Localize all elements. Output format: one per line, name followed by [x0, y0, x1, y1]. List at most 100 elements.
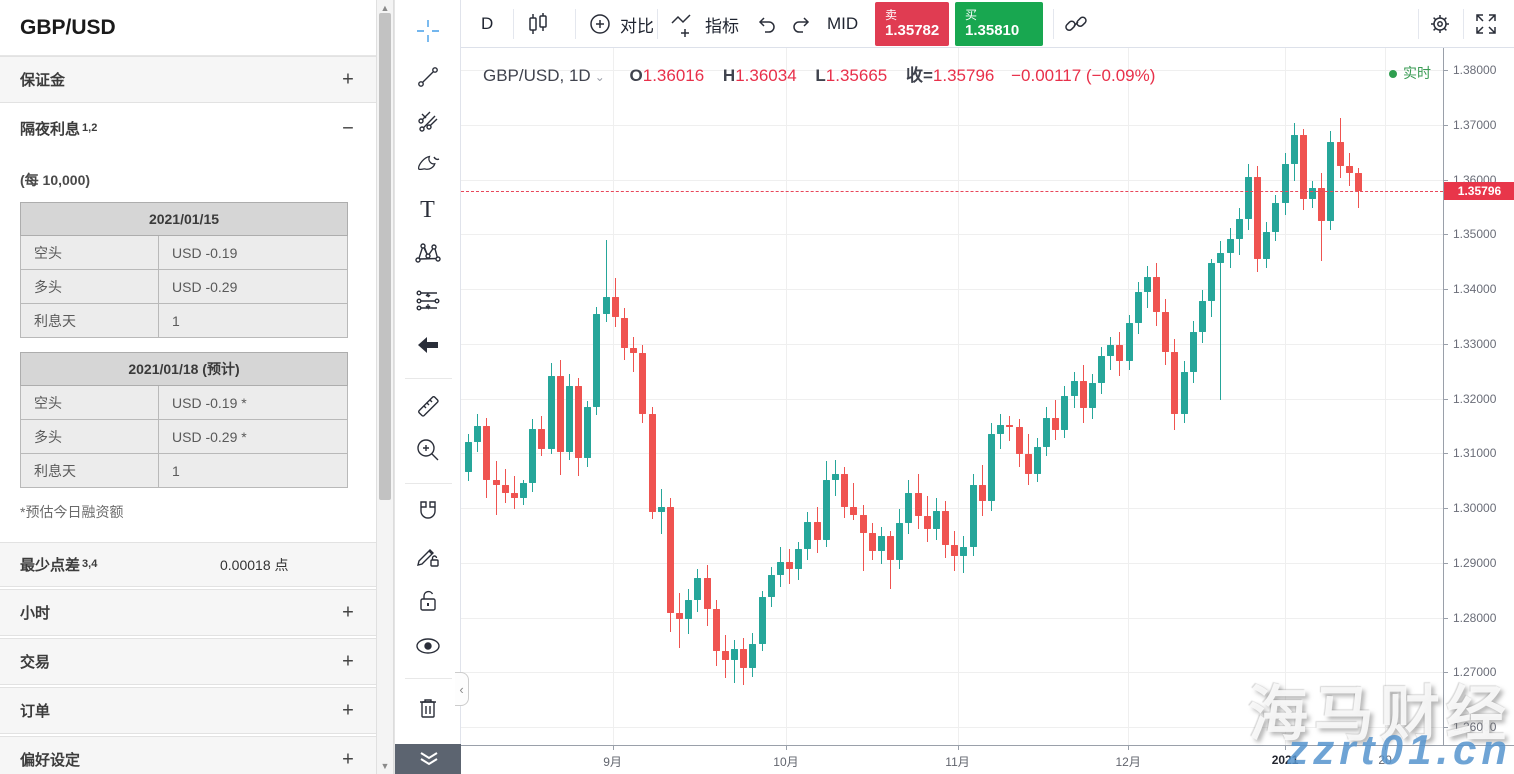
toolbar-divider [405, 678, 452, 679]
candle [1327, 142, 1335, 221]
magnet-icon[interactable] [409, 492, 447, 530]
candle [786, 561, 794, 570]
candle [776, 561, 784, 575]
axis-tick [1444, 726, 1448, 728]
candle [1345, 165, 1353, 173]
ruler-icon[interactable] [409, 387, 447, 425]
candle [1015, 426, 1023, 455]
section-margin[interactable]: 保证金 + [0, 56, 376, 103]
fullscreen-icon[interactable] [1473, 0, 1499, 48]
candle [1180, 372, 1188, 414]
compare-button[interactable]: 对比 [587, 0, 654, 48]
pitchfork-icon[interactable] [409, 102, 447, 140]
candle [712, 609, 720, 652]
scrollbar-thumb[interactable] [379, 13, 391, 500]
section-hours[interactable]: 小时 + [0, 589, 376, 636]
section-preferences[interactable]: 偏好设定 + [0, 736, 376, 774]
section-orders[interactable]: 订单 + [0, 687, 376, 734]
expand-margin-button[interactable]: + [342, 68, 354, 90]
text-icon[interactable]: T [420, 196, 435, 223]
time-axis-label: 11月 [945, 755, 970, 769]
symbol-menu[interactable]: GBP/USD, 1D [483, 66, 591, 85]
candle [1244, 176, 1252, 219]
link-icon[interactable] [1063, 0, 1089, 48]
hide-all-icon[interactable] [409, 627, 447, 665]
candle-wick [605, 239, 607, 322]
candle [556, 375, 564, 453]
undo-icon[interactable] [755, 0, 779, 48]
price-axis-label: 1.29000 [1453, 555, 1497, 570]
indicators-button[interactable]: 指标 [669, 0, 739, 48]
sidebar-scrollbar[interactable]: ▲ ▼ [376, 0, 394, 774]
expand-hours-button[interactable]: + [342, 601, 354, 623]
candle [997, 424, 1005, 435]
grid-line [461, 726, 1443, 728]
grid-line [461, 398, 1443, 400]
brush-icon[interactable] [409, 146, 447, 184]
candle [1107, 344, 1115, 356]
xabcd-pattern-icon[interactable] [409, 234, 447, 272]
interval-button[interactable]: D [481, 14, 494, 33]
arrow-mark-icon[interactable] [409, 326, 447, 364]
scroll-down-icon[interactable]: ▼ [380, 761, 390, 771]
grid-line [461, 70, 1443, 72]
candle [520, 483, 528, 499]
price-axis[interactable]: 1.38000 1.37000 1.36000 1.35000 1.34000 1.330… [1443, 48, 1514, 745]
candle [887, 536, 895, 560]
trend-line-icon[interactable] [409, 58, 447, 96]
collapse-overnight-button[interactable]: − [342, 117, 354, 139]
gear-icon[interactable] [1427, 0, 1453, 48]
more-tools-button[interactable] [395, 744, 462, 774]
candle [749, 643, 757, 668]
candle [813, 521, 821, 540]
price-axis-label: 1.32000 [1453, 391, 1497, 406]
drawing-lock-icon[interactable] [409, 537, 447, 575]
axis-tick [1385, 746, 1387, 750]
candle [1052, 417, 1060, 431]
zoom-in-icon[interactable] [409, 431, 447, 469]
collapse-panel-handle[interactable]: ‹ [455, 672, 469, 706]
sell-button[interactable]: 卖 1.35782 [875, 2, 949, 46]
axis-tick [1444, 124, 1448, 126]
price-axis-label: 1.34000 [1453, 282, 1497, 297]
candle [1098, 355, 1106, 384]
candle [1318, 187, 1326, 221]
section-overnight[interactable]: 隔夜利息 1,2 − [0, 105, 376, 152]
price-mode-button[interactable]: MID [827, 14, 859, 33]
price-axis-label: 1.27000 [1453, 665, 1497, 680]
table-row: 利息天 1 [20, 453, 348, 488]
candle [538, 428, 546, 449]
grid-line [461, 124, 1443, 126]
toolbar-divider [513, 9, 514, 39]
time-axis-label: 20 [1378, 753, 1392, 767]
candle [611, 297, 619, 318]
chart-style-button[interactable] [525, 0, 551, 48]
grid-line [785, 48, 787, 745]
expand-orders-button[interactable]: + [342, 699, 354, 721]
time-axis[interactable]: 9月 10月 11月 12月 2021 20 [461, 745, 1514, 774]
candle [1217, 253, 1225, 263]
section-trading[interactable]: 交易 + [0, 638, 376, 685]
price-axis-label: 1.33000 [1453, 336, 1497, 351]
expand-preferences-button[interactable]: + [342, 748, 354, 770]
candle [914, 492, 922, 517]
expand-trading-button[interactable]: + [342, 650, 354, 672]
candle [685, 599, 693, 619]
grid-line [461, 289, 1443, 291]
redo-icon[interactable] [789, 0, 813, 48]
buy-button[interactable]: 买 1.35810 [955, 2, 1043, 46]
lock-all-icon[interactable] [409, 582, 447, 620]
remove-all-icon[interactable] [409, 689, 447, 727]
candle [1006, 424, 1014, 427]
chart-canvas[interactable]: GBP/USD, 1D ⌄ O1.36016 H1.36034 L1.35665 … [461, 48, 1443, 745]
forecast-icon[interactable] [409, 282, 447, 320]
candle [694, 578, 702, 600]
candle [1033, 446, 1041, 475]
candle [584, 406, 592, 458]
crosshair-icon[interactable] [409, 12, 447, 50]
chevron-down-icon[interactable]: ⌄ [594, 70, 605, 84]
last-price-tag: 1.35796 [1444, 181, 1514, 200]
candle [565, 386, 573, 453]
scroll-up-icon[interactable]: ▲ [380, 3, 390, 13]
toolbar-divider [1418, 9, 1419, 39]
